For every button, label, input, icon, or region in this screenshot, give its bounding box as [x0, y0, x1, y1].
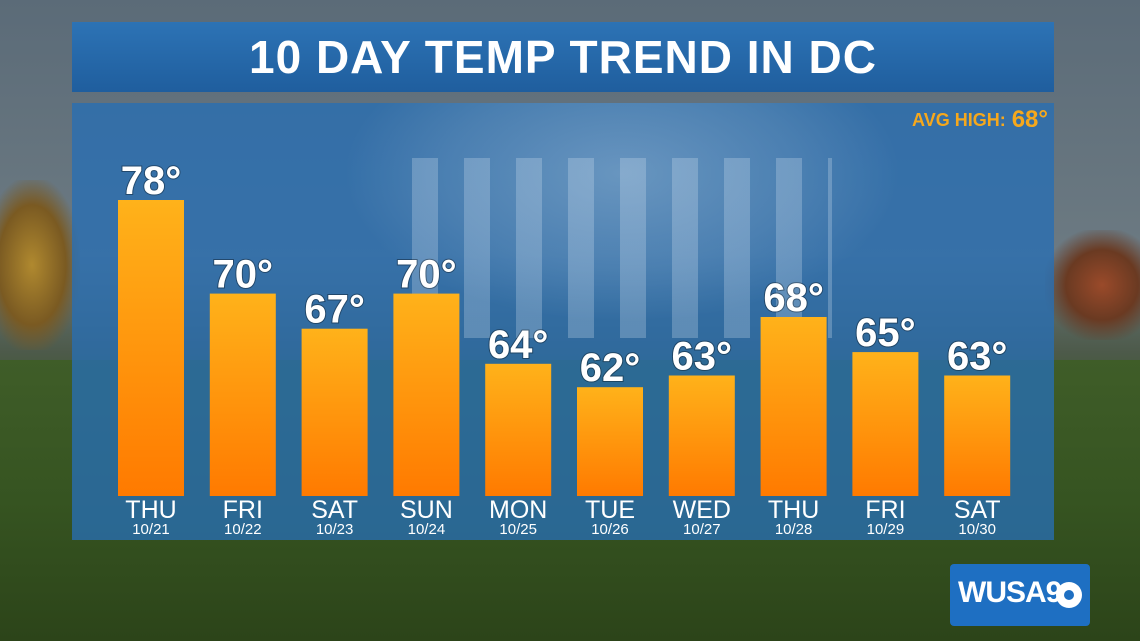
background-tree-left: [0, 180, 80, 350]
bar-value-label-10: 63°: [947, 335, 1008, 379]
bar-value-label-4: 70°: [396, 253, 457, 297]
bar-6: [577, 387, 643, 496]
memorial-backdrop: [342, 103, 902, 323]
chart-panel: 78° THU 10/21 70° FRI 10/22 67° SAT 10/23 70° SUN 1…: [72, 103, 1054, 540]
logo-text: WUSA9: [958, 576, 1062, 609]
bar-value-label-7: 63°: [672, 335, 733, 379]
bars-group: 78°THU10/2170°FRI10/2267°SAT10/2370°SUN1…: [118, 158, 1011, 538]
bar-1: [118, 200, 184, 496]
day-label-9: FRI: [865, 496, 905, 524]
day-label-7: WED: [673, 496, 731, 524]
memorial-columns: [412, 158, 832, 338]
bar-value-label-8: 68°: [763, 276, 824, 320]
station-logo: WUSA9: [950, 564, 1090, 626]
date-label-3: 10/23: [316, 521, 354, 538]
date-label-2: 10/22: [224, 521, 262, 538]
day-label-1: THU: [125, 496, 176, 524]
bar-value-label-9: 65°: [855, 311, 916, 355]
bar-2: [209, 293, 276, 496]
date-label-10: 10/30: [958, 521, 996, 538]
background-tree-right: [1045, 230, 1140, 340]
bar-value-label-5: 64°: [488, 323, 549, 367]
date-label-8: 10/28: [775, 521, 813, 538]
bar-value-label-2: 70°: [213, 253, 273, 297]
day-label-2: FRI: [223, 496, 263, 524]
bar-8: [760, 317, 827, 496]
bar-7: [668, 375, 735, 496]
day-label-6: TUE: [585, 496, 635, 524]
date-label-7: 10/27: [683, 521, 721, 538]
bar-3: [301, 328, 368, 496]
date-label-4: 10/24: [408, 521, 446, 538]
avg-high-readout: AVG HIGH: 68°: [912, 105, 1048, 135]
avg-high-value: 68°: [1011, 106, 1048, 133]
bar-4: [393, 293, 460, 496]
day-label-4: SUN: [400, 496, 453, 524]
bar-9: [852, 352, 919, 496]
bar-10: [944, 375, 1011, 496]
date-label-5: 10/25: [499, 521, 537, 538]
day-label-3: SAT: [311, 496, 358, 524]
day-label-8: THU: [768, 496, 819, 524]
title-banner: 10 DAY TEMP TREND IN DC: [72, 22, 1054, 92]
chart-title: 10 DAY TEMP TREND IN DC: [249, 31, 877, 83]
bar-5: [485, 363, 552, 496]
bar-value-label-1: 78°: [121, 159, 182, 203]
temperature-bar-chart: 78°THU10/2170°FRI10/2267°SAT10/2370°SUN1…: [118, 158, 1011, 538]
date-label-9: 10/29: [867, 521, 905, 538]
date-label-1: 10/21: [132, 521, 170, 538]
day-label-10: SAT: [954, 496, 1001, 524]
bar-value-label-6: 62°: [580, 346, 641, 390]
bar-value-label-3: 67°: [304, 288, 365, 332]
cbs-eye-icon: [1056, 582, 1082, 608]
date-label-6: 10/26: [591, 521, 629, 538]
avg-high-label: AVG HIGH:: [912, 110, 1006, 130]
day-label-5: MON: [489, 496, 547, 524]
